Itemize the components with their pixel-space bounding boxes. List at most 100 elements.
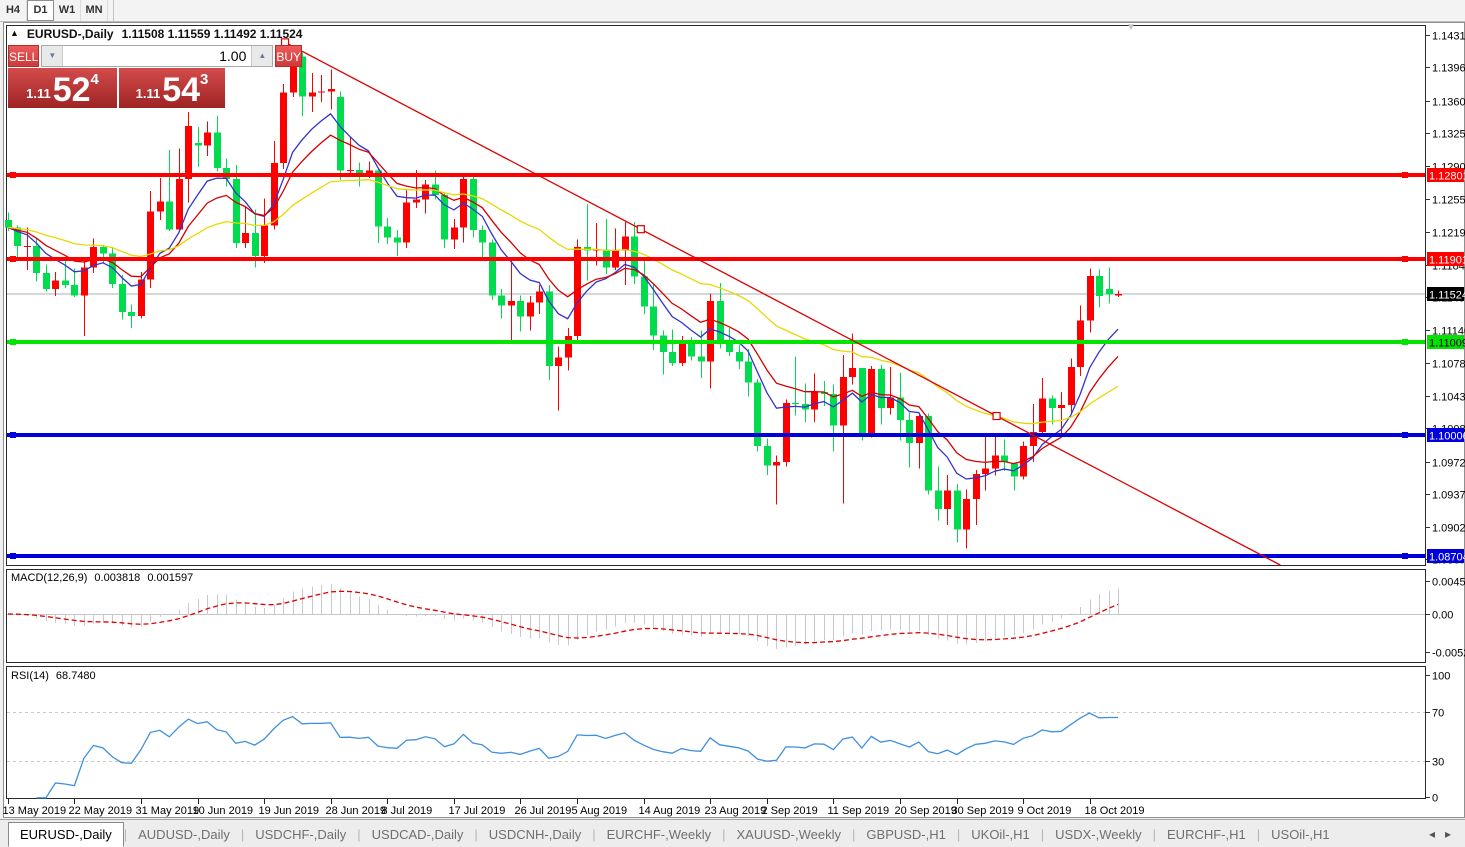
date-tick-label: 31 May 2019 [136, 805, 200, 817]
price-tick-label: 1.12550 [1432, 195, 1465, 207]
sell-price-prefix: 1.11 [26, 86, 51, 101]
rsi-name: RSI(14) [11, 670, 49, 682]
line-handle[interactable] [1402, 339, 1408, 345]
tab-scroll-right-icon[interactable]: ▸ [1444, 827, 1451, 841]
rsi-panel [6, 666, 1426, 799]
date-tick-label: 9 Oct 2019 [1018, 805, 1072, 817]
tab-usdchf-daily[interactable]: USDCHF-,Daily [255, 826, 347, 842]
tab-usdcnh-daily[interactable]: USDCNH-,Daily [488, 826, 582, 842]
price-tick-label: 1.09720 [1432, 458, 1465, 470]
tab-usdcad-daily[interactable]: USDCAD-,Daily [371, 826, 464, 842]
price-tick-label: 1.09020 [1432, 523, 1465, 535]
volume-input[interactable] [63, 46, 252, 66]
buy-price-prefix: 1.11 [135, 86, 161, 101]
buy-price-box[interactable]: 1.11 54 3 [119, 68, 225, 108]
date-tick-label: 10 Jun 2019 [193, 805, 254, 817]
candle [982, 436, 989, 491]
candle [233, 165, 240, 248]
trendline-handle[interactable] [636, 225, 645, 234]
candle [1001, 439, 1008, 472]
buy-button[interactable]: BUY [275, 45, 303, 67]
candle [375, 167, 382, 244]
level-price-badge-text: 1.11901 [1429, 255, 1465, 267]
timeframe-button-d1[interactable]: D1 [27, 0, 54, 21]
tab-gbpusd-h1[interactable]: GBPUSD-,H1 [866, 826, 946, 842]
candle [470, 175, 477, 238]
candle [498, 288, 505, 319]
candle [574, 239, 581, 342]
horizontal-level-line[interactable] [7, 257, 1425, 261]
volume-increase-icon[interactable]: ▲ [251, 46, 273, 66]
candle [887, 366, 894, 415]
candle [641, 258, 648, 314]
horizontal-level-line[interactable] [7, 554, 1425, 558]
candle [128, 304, 135, 328]
date-tick-label: 23 Aug 2019 [705, 805, 767, 817]
price-tick-label: 1.10780 [1432, 359, 1465, 371]
line-handle[interactable] [10, 339, 16, 345]
horizontal-level-line[interactable] [7, 340, 1425, 344]
tab-eurchf-h1[interactable]: EURCHF-,H1 [1167, 826, 1246, 842]
candle [622, 221, 629, 286]
candle [71, 268, 78, 298]
tab-divider: | [123, 826, 128, 842]
line-handle[interactable] [1402, 553, 1408, 559]
candle [698, 330, 705, 379]
horizontal-level-line[interactable] [7, 173, 1425, 177]
timeframe-button-h4[interactable]: H4 [0, 0, 27, 21]
line-handle[interactable] [1402, 432, 1408, 438]
sell-button[interactable]: SELL [8, 45, 40, 67]
tab-eurusd-daily[interactable]: EURUSD-,Daily [8, 821, 124, 847]
tab-usdx-weekly[interactable]: USDX-,Weekly [1055, 826, 1142, 842]
candle [337, 91, 344, 180]
price-tick-label: 1.12190 [1432, 228, 1465, 240]
tab-divider: | [592, 826, 596, 842]
line-handle[interactable] [10, 432, 16, 438]
sell-price-box[interactable]: 1.11 52 4 [8, 68, 117, 108]
candle [299, 52, 306, 116]
candle [650, 284, 657, 351]
one-click-trading-panel: SELL ▼ ▲ BUY 1.11 52 4 1.11 54 3 [8, 45, 303, 108]
volume-decrease-icon[interactable]: ▼ [42, 46, 64, 66]
current-price-badge [1427, 287, 1464, 301]
tab-scroll-left-icon[interactable]: ◂ [1428, 827, 1435, 841]
tab-divider: | [722, 826, 726, 842]
timeframe-button-w1[interactable]: W1 [54, 0, 81, 21]
candle [271, 140, 278, 230]
tab-eurchf-weekly[interactable]: EURCHF-,Weekly [606, 826, 712, 842]
candle [944, 474, 951, 526]
tab-xauusd-weekly[interactable]: XAUUSD-,Weekly [736, 826, 842, 842]
tab-usoil-h1[interactable]: USOil-,H1 [1271, 826, 1330, 842]
date-tick-label: 30 Sep 2019 [952, 805, 1014, 817]
tab-divider: | [956, 826, 961, 842]
line-handle[interactable] [1402, 172, 1408, 178]
current-price-badge-text: 1.11524 [1429, 290, 1465, 302]
candle [973, 470, 980, 526]
candle [176, 148, 183, 233]
timeframe-button-mn[interactable]: MN [81, 0, 108, 21]
tab-ukoil-h1[interactable]: UKOil-,H1 [971, 826, 1030, 842]
date-tick-label: 22 May 2019 [69, 805, 133, 817]
collapse-arrow-icon[interactable]: ▲ [10, 28, 19, 38]
horizontal-level-line[interactable] [7, 433, 1425, 437]
candle [925, 413, 932, 495]
descending-trendline[interactable] [284, 41, 1281, 566]
level-price-badge [1427, 428, 1464, 442]
candle [479, 225, 486, 258]
candle [280, 84, 287, 169]
line-handle[interactable] [10, 172, 16, 178]
line-handle[interactable] [10, 256, 16, 262]
tab-audusd-daily[interactable]: AUDUSD-,Daily [138, 826, 230, 842]
candle [935, 466, 942, 521]
line-handle[interactable] [1402, 256, 1408, 262]
candle [328, 69, 335, 110]
main-panel [6, 25, 1426, 566]
line-handle[interactable] [10, 553, 16, 559]
trendline-handle[interactable] [992, 411, 1001, 421]
sell-price-pip: 4 [90, 71, 99, 88]
candle [166, 150, 173, 232]
candle [868, 365, 875, 438]
date-tick-label: 17 Jul 2019 [449, 805, 506, 817]
